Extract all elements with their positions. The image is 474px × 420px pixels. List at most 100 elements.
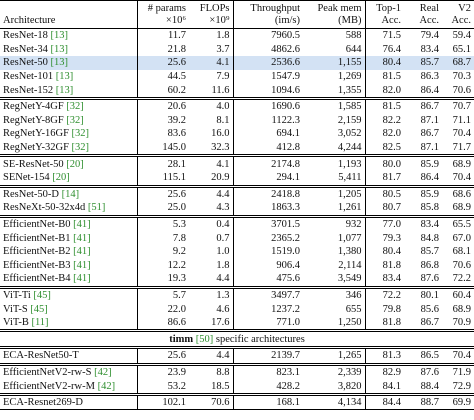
value-cell: 79.3 [382,232,401,244]
value-cell: 1,265 [303,346,366,365]
table-row: ECA-ResNet50-T 25.6 4.4 2139.7 1,265 81.3 86.5… [0,346,474,365]
header-line: FLOPs [199,3,230,14]
value-cell: 3,549 [303,272,366,288]
value-cell: 1.8 [189,258,234,273]
value-cell: 39.2 [167,114,186,126]
model-name: RegNetY-8GF [3,114,64,126]
value-cell: 85.9 [404,184,442,202]
table-row: EfficientNetV2-rw-S [42] 23.9 8.8 823.1 2,33… [0,362,474,380]
citation: [45] [33,289,51,301]
header-line: V2 [458,3,471,14]
value-cell: 644 [303,42,366,57]
value-cell: 1,250 [303,315,366,331]
value-cell: 4,134 [303,392,366,411]
value-cell: 8.1 [189,113,234,128]
header-cell: Architecture [0,0,138,29]
value-cell: 1.3 [189,285,234,303]
value-cell: 82.9 [365,362,404,380]
table-row: ResNet-50 [13] 25.6 4.1 2536.6 1,155 80.4 85.7… [0,56,474,70]
header-line: (MB) [338,15,362,26]
table-row: ECA-Resnet269-D 102.1 70.6 168.1 4,134 84.4 88… [0,392,474,411]
value-cell: 88.4 [420,380,439,392]
architecture-cell: EfficientNetV2-rw-S [42] [0,362,138,380]
citation: [42] [97,380,116,392]
value-cell: 86.5 [404,346,442,365]
value-cell: 65.5 [442,214,474,232]
value-cell: 70.3 [452,71,471,83]
table-row: RegNetY-16GF [32] 83.6 16.0 694.1 3,052 82.0 8… [0,127,474,141]
value-cell: 32.3 [189,140,234,156]
table-row: ViT-S [45] 22.0 4.6 1237.2 655 79.8 85.6 68.9 [0,302,474,316]
value-cell: 4.0 [189,96,234,114]
value-cell: 83.6 [167,128,186,140]
architecture-cell: ResNet-18 [13] [0,28,138,43]
table-row: ResNet-50-D [14] 25.6 4.4 2418.8 1,205 80.5 85… [0,184,474,202]
value-cell: 4,244 [303,140,366,156]
value-cell: 82.0 [382,128,401,140]
value-cell: 44.5 [167,71,186,83]
value-cell: 3,820 [303,379,366,395]
header-line: (im/s) [274,15,300,26]
model-name: EfficientNet-B3 [3,259,71,271]
value-cell: 4.6 [189,302,234,316]
value-cell: 70.6 [452,84,471,96]
value-cell: 60.4 [442,285,474,303]
value-cell: 428.2 [276,380,300,392]
table-row: EfficientNet-B3 [41] 12.2 1.8 906.4 2,114 81.… [0,258,474,273]
value-cell: 294.1 [276,172,300,184]
value-cell: 87.6 [420,273,439,285]
value-cell: 1547.9 [271,71,300,83]
table-row: RegNetY-32GF [32] 145.0 32.3 412.8 4,244 82.5… [0,140,474,156]
value-cell: 588 [303,28,366,43]
value-cell: 68.9 [452,303,471,315]
value-cell: 2174.8 [233,154,303,171]
architecture-cell: ResNet-101 [13] [0,69,138,84]
value-cell: 79.4 [420,30,439,42]
table-row: ResNet-18 [13] 11.7 1.8 7960.5 588 71.5 79.4 59… [0,28,474,43]
citation: [41] [73,259,91,271]
value-cell: 25.6 [137,346,189,365]
model-name: ResNet-18 [3,30,48,42]
value-cell: 70.6 [189,392,234,411]
citation: [42] [94,366,112,378]
citation: [13] [50,57,69,69]
value-cell: 19.3 [167,273,186,285]
model-name: ResNet-34 [3,43,48,55]
value-cell: 3,052 [303,127,366,141]
value-cell: 932 [303,214,366,232]
citation: [41] [73,232,91,244]
citation: [13] [50,30,69,42]
value-cell: 11.6 [189,83,234,99]
citation: [14] [61,188,80,200]
value-cell: 1,269 [303,69,366,84]
value-cell: 86.8 [420,259,439,271]
value-cell: 87.1 [420,142,439,154]
model-name: ResNet-101 [3,71,54,83]
value-cell: 71.5 [382,30,401,42]
value-cell: 771.0 [276,317,300,329]
value-cell: 2139.7 [233,346,303,365]
model-name: SENet-154 [3,172,50,184]
value-cell: 53.2 [167,380,186,392]
model-name: EfficientNet-B1 [3,232,71,244]
table-row: SENet-154 [20] 115.1 20.9 294.1 5,411 81.7 86.… [0,170,474,187]
value-cell: 85.7 [404,56,442,70]
citation: [13] [55,71,74,83]
citation: [13] [50,43,69,55]
citation: [20] [52,172,70,184]
value-cell: 168.1 [233,392,303,411]
citation: [20] [66,158,84,170]
value-cell: 72.2 [365,285,404,303]
citation: [41] [73,246,91,258]
architecture-cell: EfficientNet-B0 [41] [0,214,138,232]
value-cell: 85.6 [420,303,439,315]
header-line: Acc. [381,15,401,26]
architecture-cell: RegNetY-4GF [32] [0,96,138,114]
model-name: EfficientNetV2-rw-S [3,366,92,378]
value-cell: 412.8 [276,142,300,154]
value-cell: 70.4 [442,346,474,365]
architecture-cell: RegNetY-8GF [32] [0,113,138,128]
value-cell: 1,077 [303,231,366,245]
table-row: ResNeXt-50-32x4d [51] 25.0 4.3 1863.3 1,261 8… [0,201,474,217]
section-cell: timm [50] specific architectures [0,329,474,348]
